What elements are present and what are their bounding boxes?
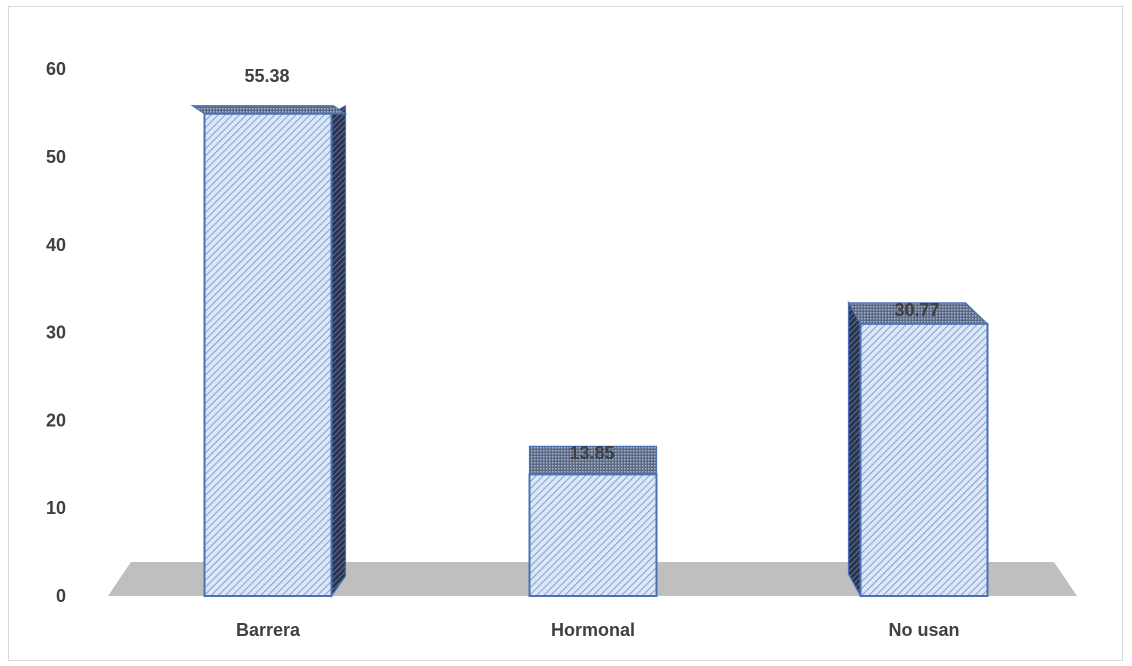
y-tick-label: 20	[46, 410, 66, 430]
labels: 55.38 Barrera 13.85 Hormonal 30.77 No usan	[236, 66, 960, 640]
bar-hormonal	[528, 445, 658, 597]
y-tick-label: 30	[46, 323, 66, 343]
bar-front-face	[203, 112, 333, 597]
y-tick-label: 0	[56, 586, 66, 606]
bars	[190, 104, 989, 598]
data-label: 13.85	[569, 443, 614, 463]
y-tick-label: 10	[46, 498, 66, 518]
y-axis: 0 10 20 30 40 50 60	[46, 59, 66, 606]
x-category-label: No usan	[888, 620, 959, 640]
x-category-label: Barrera	[236, 620, 301, 640]
bar-side-face	[330, 104, 347, 598]
data-label: 30.77	[894, 300, 939, 320]
x-category-label: Hormonal	[551, 620, 635, 640]
bar-side-face	[847, 300, 862, 597]
bar-top-face	[190, 105, 348, 115]
y-tick-label: 40	[46, 235, 66, 255]
data-label: 55.38	[244, 66, 289, 86]
bar-barrera	[190, 104, 348, 598]
bar-front-face	[528, 473, 658, 597]
y-tick-label: 60	[46, 59, 66, 79]
bar-front-face	[859, 322, 989, 597]
bar-no-usan	[847, 300, 989, 597]
y-tick-label: 50	[46, 147, 66, 167]
